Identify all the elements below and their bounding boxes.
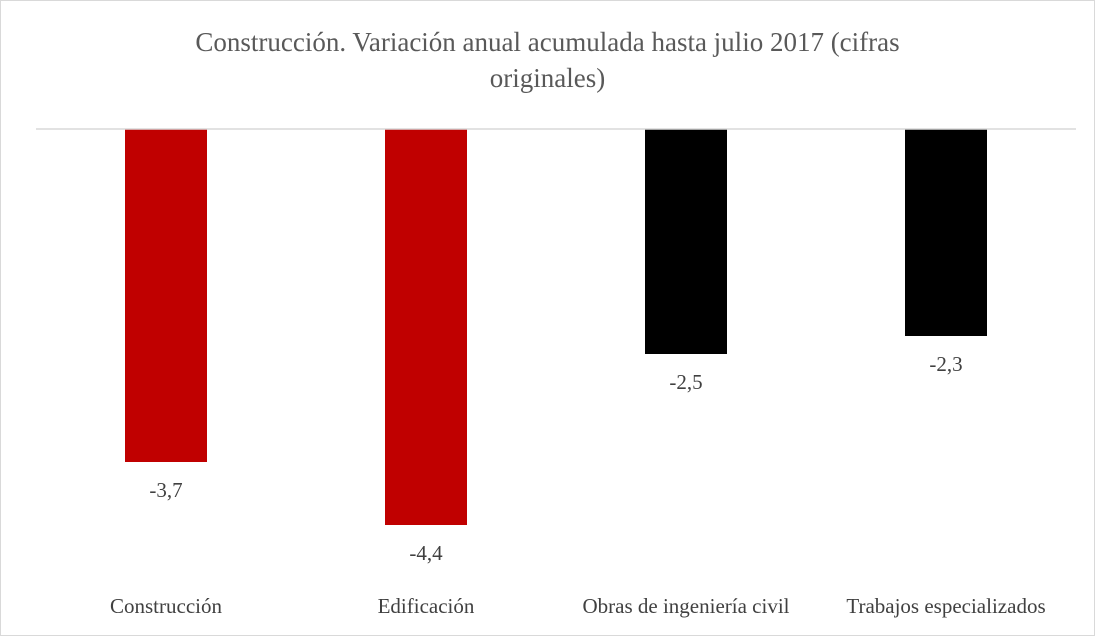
data-label: -2,3 bbox=[929, 352, 962, 376]
bar bbox=[125, 129, 207, 462]
x-tick-label: Edificación bbox=[378, 594, 475, 618]
data-label: -4,4 bbox=[409, 541, 443, 565]
bar bbox=[905, 129, 987, 336]
data-label: -2,5 bbox=[669, 370, 702, 394]
bar bbox=[645, 129, 727, 354]
x-tick-label: Construcción bbox=[110, 594, 222, 618]
chart-title: Construcción. Variación anual acumulada … bbox=[195, 27, 900, 93]
x-tick-label: Trabajos especializados bbox=[846, 594, 1045, 618]
bar bbox=[385, 129, 467, 525]
x-tick-label: Obras de ingeniería civil bbox=[582, 594, 789, 618]
data-label: -3,7 bbox=[149, 478, 182, 502]
